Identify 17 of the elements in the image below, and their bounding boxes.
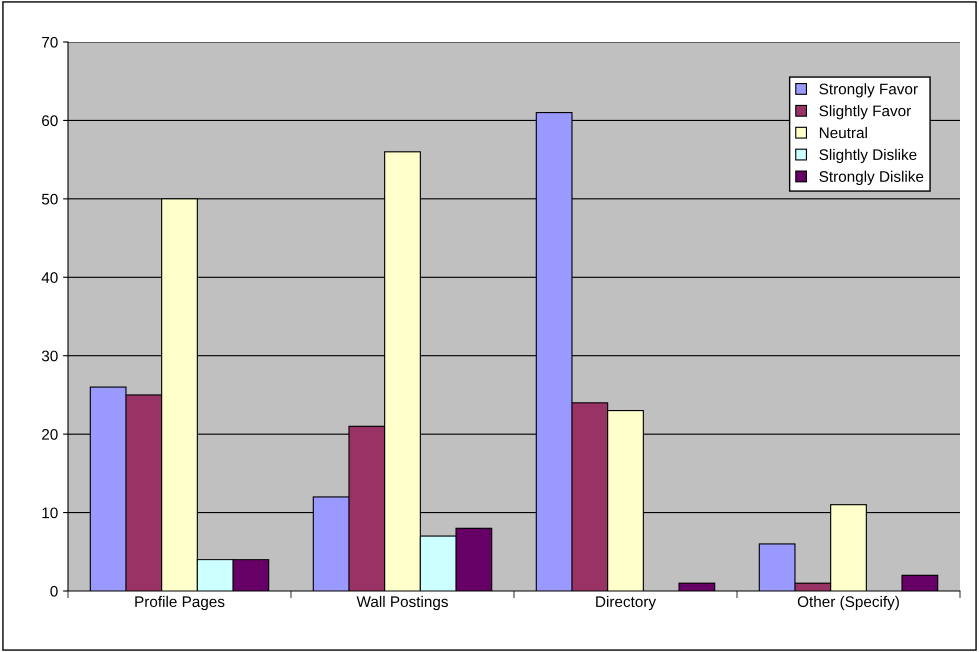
y-tick-label: 40 — [42, 272, 58, 283]
y-tick-label: 10 — [42, 507, 58, 518]
x-tick-label: Wall Postings — [356, 596, 448, 610]
x-tick-label: Other (Specify) — [798, 596, 899, 610]
legend-label: Strongly Dislike — [819, 170, 924, 185]
y-tick-label: 0 — [50, 586, 58, 597]
legend-label: Strongly Favor — [819, 83, 918, 98]
y-tick-label: 50 — [42, 194, 58, 205]
y-tick-label: 20 — [42, 429, 58, 440]
y-tick-label: 30 — [42, 350, 58, 362]
legend-label: Neutral — [820, 126, 867, 138]
legend-label: Slightly Favor — [819, 105, 911, 120]
y-tick-label: 60 — [42, 115, 58, 126]
x-tick-label: Profile Pages — [135, 596, 224, 610]
x-tick-label: Directory — [596, 596, 656, 610]
y-tick-label: 70 — [42, 36, 58, 48]
legend-label: Slightly Dislike — [819, 148, 916, 164]
